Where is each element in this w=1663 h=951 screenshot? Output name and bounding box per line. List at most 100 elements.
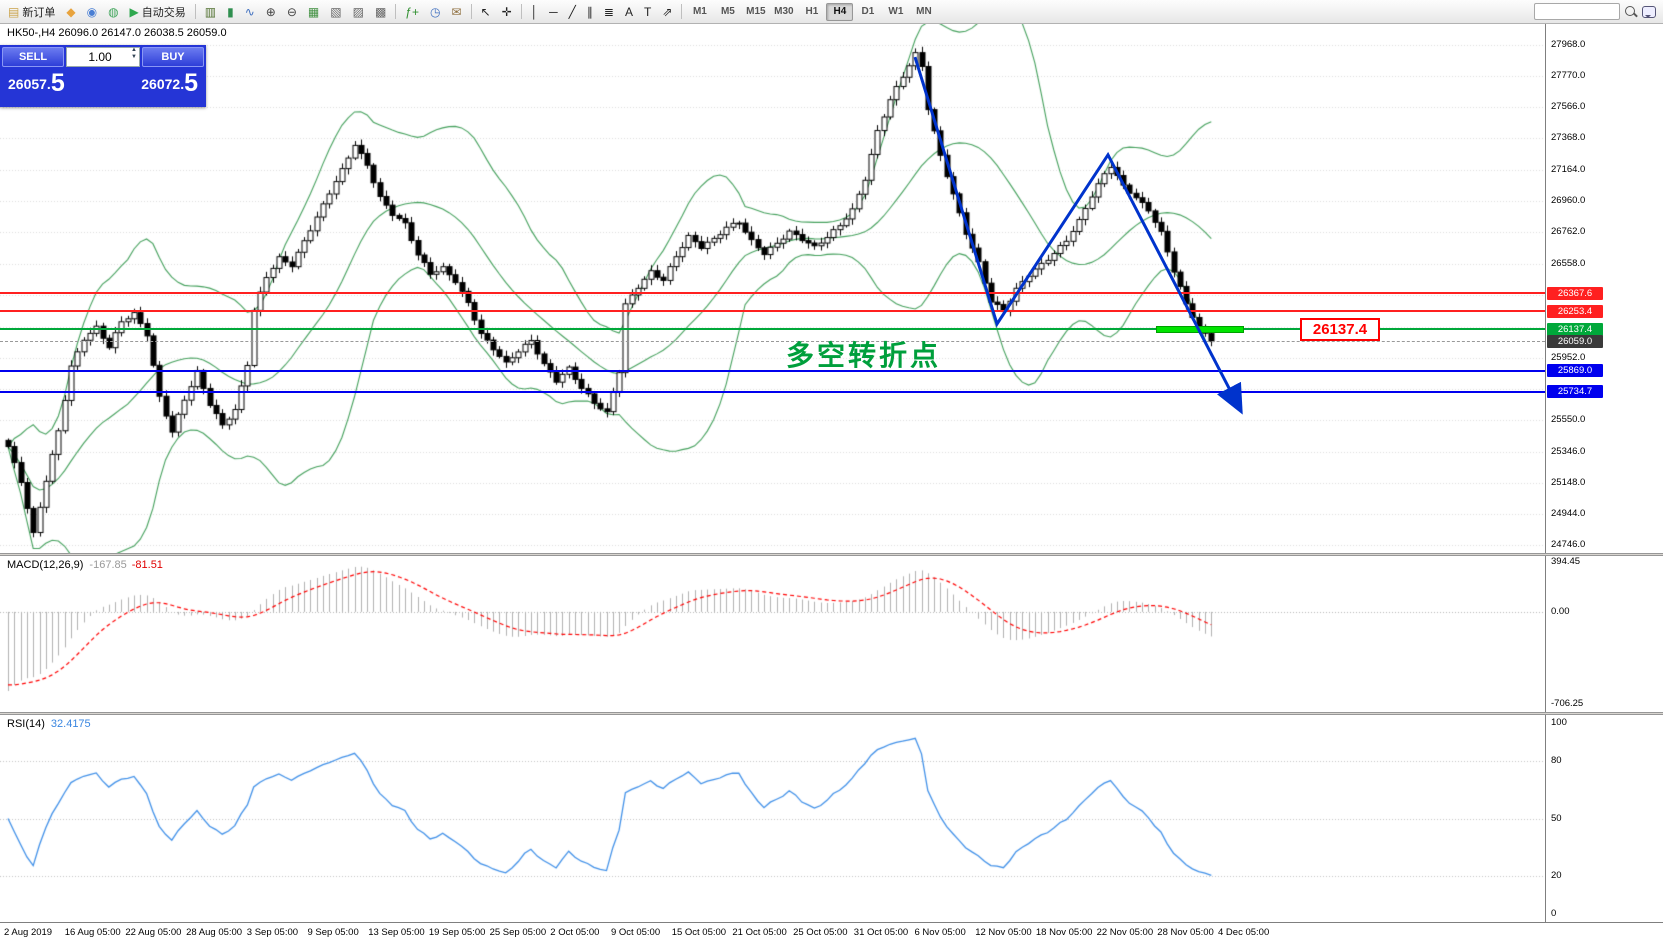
timeframe-m1-button[interactable]: M1 xyxy=(686,3,713,21)
arrows-tool-button[interactable]: ⇗ xyxy=(657,2,677,22)
chart-line-button[interactable]: ∿ xyxy=(240,2,260,22)
crosshair-button[interactable]: ✛ xyxy=(497,2,517,22)
vertical-line-icon: │ xyxy=(530,4,539,19)
volume-value: 1.00 xyxy=(88,50,112,64)
timeframe-m5-button[interactable]: M5 xyxy=(714,3,741,21)
text-label-button[interactable]: T xyxy=(639,2,656,22)
time-axis-label: 12 Nov 05:00 xyxy=(975,927,1032,938)
horizontal-level-line-26253.4[interactable] xyxy=(0,310,1545,313)
horizontal-line-button[interactable]: ─ xyxy=(544,2,563,22)
toolbar-separator xyxy=(395,4,397,19)
price-tag-26253.4: 26253.4 xyxy=(1547,304,1603,318)
timeframe-h1-button[interactable]: H1 xyxy=(798,3,825,21)
rsi-tick-label: 100 xyxy=(1551,716,1567,728)
price-tick-label: 25346.0 xyxy=(1551,445,1586,457)
zoom-out-button[interactable]: ⊖ xyxy=(282,2,302,22)
tile-windows-button[interactable]: ▦ xyxy=(303,2,324,22)
rsi-axis: 100 80 50 20 0 xyxy=(1545,715,1663,922)
horizontal-level-line-26137.4[interactable] xyxy=(0,328,1545,331)
timeframe-mn-button[interactable]: MN xyxy=(910,3,937,21)
one-click-trade-panel: SELL 1.00 ▲ ▼ BUY 26057. 5 26072. 5 xyxy=(0,45,206,107)
sell-price-main: 26057. xyxy=(8,76,51,92)
zoom-out-icon: ⊖ xyxy=(286,4,297,19)
volume-up-icon[interactable]: ▲ xyxy=(131,47,137,53)
price-axis: 27968.0 27770.0 27566.0 27368.0 27164.0 26960… xyxy=(1545,24,1663,553)
cycles-button[interactable]: ◷ xyxy=(425,2,445,22)
buy-price: 26072. 5 xyxy=(141,69,198,97)
horizontal-level-line-26059[interactable] xyxy=(0,340,1545,342)
macd-canvas[interactable] xyxy=(0,556,1545,712)
horizontal-level-line-26367.6[interactable] xyxy=(0,292,1545,295)
crosshair-icon: ✛ xyxy=(501,4,512,19)
text-label-icon: T xyxy=(643,4,652,19)
text-button[interactable]: A xyxy=(620,2,638,22)
new-order-button[interactable]: ▤ 新订单 xyxy=(3,2,60,22)
price-tag-25869: 25869.0 xyxy=(1547,364,1603,378)
chart-window-horizontal-button[interactable]: ▨ xyxy=(348,2,369,22)
timeframe-m15-button[interactable]: M15 xyxy=(742,3,769,21)
horizontal-level-line-25734.7[interactable] xyxy=(0,390,1545,393)
fibonacci-button[interactable]: ≣ xyxy=(599,2,619,22)
user-profile-button[interactable]: ◉ xyxy=(82,2,102,22)
time-axis-label: 2 Oct 05:00 xyxy=(550,927,600,938)
volume-stepper[interactable]: 1.00 ▲ ▼ xyxy=(66,47,140,67)
price-tick-label: 27368.0 xyxy=(1551,132,1586,144)
toolbar-right-group xyxy=(1534,3,1660,20)
macd-tick-label: -706.25 xyxy=(1551,697,1584,709)
green-highlight-segment[interactable] xyxy=(1156,325,1244,333)
equidistant-channel-button[interactable]: ∥ xyxy=(582,2,598,22)
timeframe-h4-button[interactable]: H4 xyxy=(826,2,854,21)
autotrade-label: 自动交易 xyxy=(141,6,186,19)
panel-divider[interactable] xyxy=(0,712,1663,715)
sell-button[interactable]: SELL xyxy=(2,47,64,67)
price-tag-26367.6: 26367.6 xyxy=(1547,286,1603,300)
rsi-panel: RSI(14) 32.4175 xyxy=(0,715,1545,922)
chart-window-vertical-icon: ▩ xyxy=(374,4,387,19)
mql-market-button[interactable]: ◆ xyxy=(61,2,80,22)
new-order-icon: ▤ xyxy=(8,4,20,19)
templates-icon: ✉ xyxy=(451,4,462,19)
rsi-label: RSI(14) xyxy=(7,718,45,730)
trendline-button[interactable]: ╱ xyxy=(564,2,581,22)
price-tick-label: 27770.0 xyxy=(1551,69,1586,81)
timeframe-d1-button[interactable]: D1 xyxy=(854,3,881,21)
trendline-icon: ╱ xyxy=(568,4,576,19)
templates-button[interactable]: ✉ xyxy=(446,2,466,22)
zoom-in-icon: ⊕ xyxy=(265,4,276,19)
zoom-in-button[interactable]: ⊕ xyxy=(261,2,281,22)
time-axis-label: 25 Sep 05:00 xyxy=(489,927,547,938)
vertical-line-button[interactable]: │ xyxy=(526,2,544,22)
panel-divider[interactable] xyxy=(0,553,1663,556)
chart-bars-button[interactable]: ▥ xyxy=(200,2,221,22)
rsi-tick-label: 50 xyxy=(1551,812,1562,824)
timeframe-m30-button[interactable]: M30 xyxy=(770,3,797,21)
price-tick-label: 26558.0 xyxy=(1551,257,1586,269)
main-chart-canvas[interactable] xyxy=(0,24,1545,553)
time-axis-label: 21 Oct 05:00 xyxy=(732,927,787,938)
chat-icon[interactable] xyxy=(1642,5,1656,18)
volume-down-icon[interactable]: ▼ xyxy=(131,54,137,60)
autotrade-button[interactable]: ▶ 自动交易 xyxy=(125,2,191,22)
cursor-button[interactable]: ↖ xyxy=(476,2,496,22)
sell-price-big: 5 xyxy=(50,69,65,97)
toolbar-search-input[interactable] xyxy=(1534,3,1620,20)
timeframe-w1-button[interactable]: W1 xyxy=(882,3,909,21)
toolbar-separator xyxy=(470,4,472,19)
time-axis-label: 31 Oct 05:00 xyxy=(853,927,909,938)
macd-value-signal: -81.51 xyxy=(131,559,163,571)
web-terminal-button[interactable]: ◍ xyxy=(103,2,123,22)
time-axis-label: 22 Nov 05:00 xyxy=(1096,927,1154,938)
rsi-canvas[interactable] xyxy=(0,715,1545,922)
search-icon[interactable] xyxy=(1624,5,1638,19)
chart-window-vertical-button[interactable]: ▩ xyxy=(370,2,391,22)
horizontal-level-line-25869[interactable] xyxy=(0,369,1545,372)
chart-candles-button[interactable]: ▮ xyxy=(222,2,239,22)
time-axis-label: 3 Sep 05:00 xyxy=(246,927,299,938)
chart-window-cascade-button[interactable]: ▧ xyxy=(325,2,346,22)
time-axis-label: 28 Aug 05:00 xyxy=(186,927,243,938)
indicators-button[interactable]: ƒ+ xyxy=(400,2,424,22)
chart-annotation-text: 多空转折点 xyxy=(786,340,942,371)
chart-bars-icon: ▥ xyxy=(204,4,217,19)
arrows-tool-icon: ⇗ xyxy=(662,4,673,19)
buy-button[interactable]: BUY xyxy=(142,47,204,67)
